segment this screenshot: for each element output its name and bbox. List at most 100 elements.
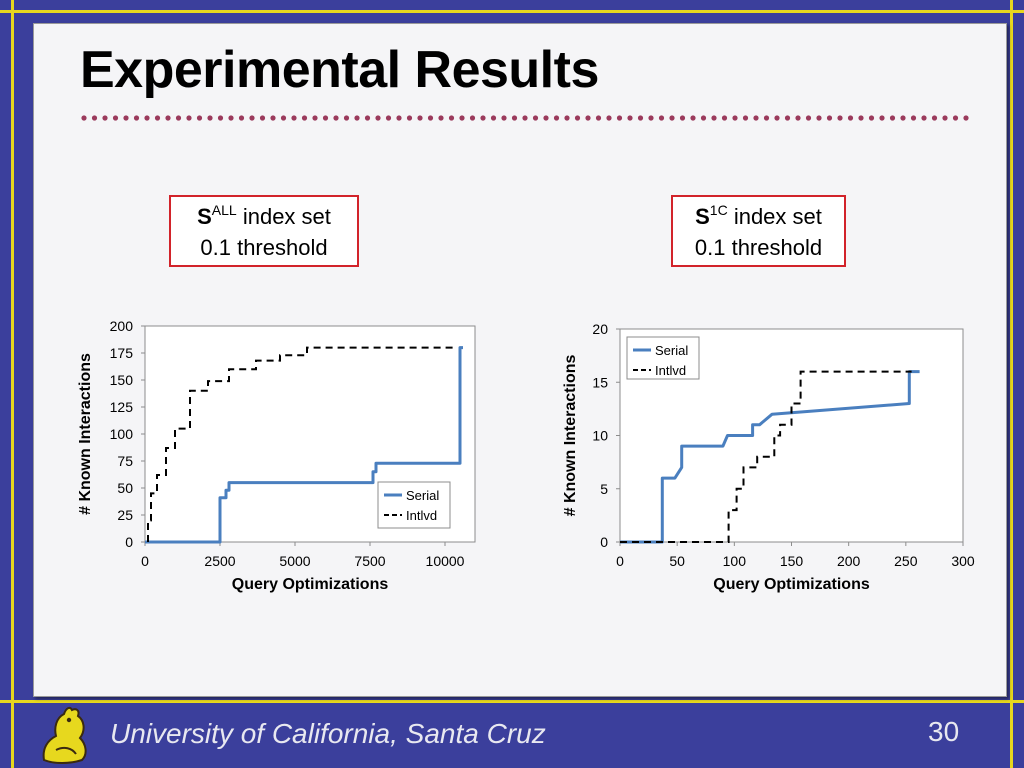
frame-bottom-line [0, 700, 1024, 703]
legend-label-serial: Serial [406, 488, 439, 503]
y-tick-label: 0 [600, 534, 608, 550]
divider-dot [805, 115, 812, 121]
divider-dot [847, 115, 854, 121]
divider-dot [196, 115, 203, 121]
x-tick-label: 0 [141, 553, 149, 569]
y-tick-label: 5 [600, 481, 608, 497]
divider-dot [721, 115, 728, 121]
divider-dot [585, 115, 591, 121]
divider-dot [658, 115, 665, 121]
divider-dot [406, 115, 413, 121]
divider-dot [427, 115, 434, 121]
divider-dot [553, 115, 560, 121]
divider-dot [312, 115, 318, 121]
divider-dot [469, 115, 476, 121]
legend-box [626, 336, 700, 380]
divider-dot [81, 115, 87, 121]
divider-dot [217, 115, 224, 121]
series-line-intlvd [147, 346, 454, 542]
divider-dot [690, 115, 696, 121]
y-tick-label: 125 [110, 399, 134, 415]
divider-dot [291, 115, 297, 121]
divider-dot [91, 115, 98, 121]
divider-dot [165, 115, 171, 121]
divider-dot [900, 115, 906, 121]
divider-dot [910, 115, 917, 121]
divider-dot [501, 115, 507, 121]
divider-dot [763, 115, 770, 121]
series-line-serial [145, 346, 463, 544]
divider-dot [543, 115, 549, 121]
label-box-all-line2: 0.1 threshold [200, 235, 328, 260]
divider-dot [522, 115, 528, 121]
x-tick-label: 150 [780, 553, 804, 569]
divider-dot [837, 115, 843, 121]
divider-dot [627, 115, 633, 121]
divider-dot [102, 115, 108, 121]
frame-left-line [11, 0, 14, 768]
divider-dot [238, 115, 245, 121]
y-axis-label: # Known Interactions [77, 353, 94, 515]
divider-dot [732, 115, 738, 121]
divider-dot [396, 115, 402, 121]
x-tick-label: 300 [951, 553, 975, 569]
divider-dot [679, 115, 686, 121]
series-line-serial [620, 370, 920, 544]
divider-dot [438, 115, 444, 121]
divider-dot [564, 115, 570, 121]
divider-dot [249, 115, 255, 121]
divider-dot [921, 115, 927, 121]
series-line-intlvd [620, 370, 912, 543]
x-tick-label: 200 [837, 553, 861, 569]
legend-label-intlvd: Intlvd [406, 508, 437, 523]
slide-title: Experimental Results [80, 41, 599, 99]
y-tick-label: 50 [117, 480, 133, 496]
y-tick-label: 100 [110, 426, 134, 442]
divider-dot [186, 115, 192, 121]
legend-label-serial: Serial [655, 343, 688, 358]
divider-dot [333, 115, 339, 121]
slug-mascot-icon [42, 706, 87, 764]
divider-dot [375, 115, 381, 121]
divider-dot [931, 115, 938, 121]
x-tick-label: 0 [616, 553, 624, 569]
divider-dot [228, 115, 234, 121]
divider-dot [480, 115, 486, 121]
chart-s-all: 0 25 50 75 100 125 150 175 200 0 2500 5000 7500 10000… [77, 318, 476, 593]
x-tick-label: 5000 [279, 553, 310, 569]
divider-dot [868, 115, 875, 121]
divider-dot [385, 115, 392, 121]
divider-dot [648, 115, 654, 121]
divider-dot [112, 115, 119, 121]
divider-dot [270, 115, 276, 121]
dotted-divider [81, 115, 969, 121]
y-tick-label: 0 [125, 534, 133, 550]
divider-dot [123, 115, 129, 121]
label-box-1c: S1C index set 0.1 threshold [671, 195, 846, 267]
divider-dot [511, 115, 518, 121]
divider-dot [301, 115, 308, 121]
legend-label-intlvd: Intlvd [655, 363, 686, 378]
divider-dot [669, 115, 675, 121]
divider-dot [784, 115, 791, 121]
y-tick-label: 75 [117, 453, 133, 469]
divider-dot [795, 115, 801, 121]
divider-dot [952, 115, 959, 121]
divider-dot [742, 115, 749, 121]
y-tick-label: 20 [592, 321, 608, 337]
page-number: 30 [928, 716, 960, 747]
legend-box [377, 481, 451, 529]
divider-dot [826, 115, 833, 121]
footer-institution: University of California, Santa Cruz [110, 718, 546, 749]
divider-dot [963, 115, 969, 121]
label-box-1c-line2: 0.1 threshold [694, 235, 823, 260]
divider-dot [595, 115, 602, 121]
divider-dot [816, 115, 822, 121]
divider-dot [700, 115, 707, 121]
divider-dot [207, 115, 213, 121]
divider-dot [942, 115, 948, 121]
x-tick-label: 7500 [354, 553, 385, 569]
x-axis-label: Query Optimizations [713, 576, 870, 593]
divider-dot [144, 115, 150, 121]
